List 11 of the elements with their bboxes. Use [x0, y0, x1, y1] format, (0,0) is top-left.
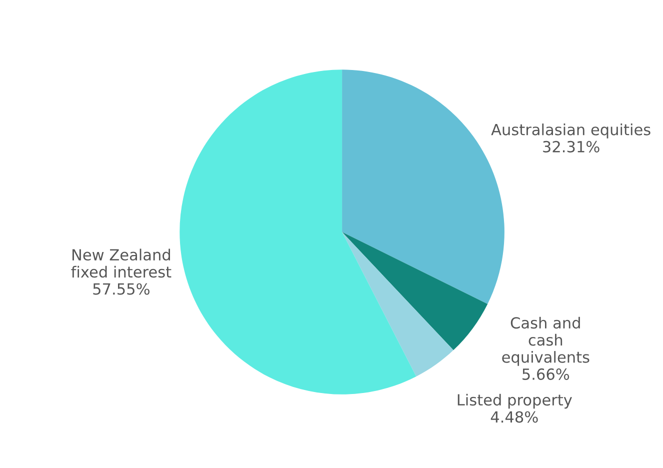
- pie-slice: [342, 232, 454, 376]
- data-label: 57.55%: [93, 283, 150, 295]
- data-label: 5.66%: [522, 368, 570, 380]
- slice-label: Listed property: [458, 394, 572, 409]
- slice-label: New Zealand fixed interest: [71, 248, 172, 278]
- data-label: 4.48%: [490, 411, 538, 423]
- pie-slice: [342, 232, 488, 350]
- pie-slice: [180, 70, 416, 394]
- slice-label: Cash and cash equivalents: [502, 316, 590, 366]
- data-label: 32.31%: [543, 140, 600, 152]
- slice-label: Australasian equities: [491, 124, 650, 138]
